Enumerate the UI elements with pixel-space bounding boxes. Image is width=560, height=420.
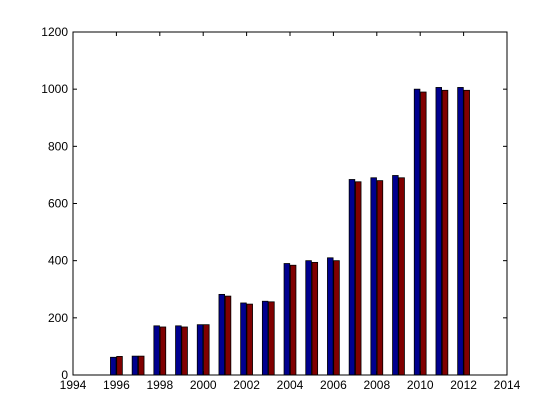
bar-red-2002: [246, 303, 253, 376]
bar-red-2008: [376, 180, 384, 376]
bar-blue-2000: [196, 324, 204, 376]
bar-red-2005: [311, 261, 319, 376]
y-tick-label: 1200: [41, 25, 68, 39]
y-tick-label: 400: [48, 254, 68, 268]
x-tick-labels: 1994 1996 1998 2000 2002 2004 2006 2008 2010 2012…: [60, 378, 521, 392]
bar-red-2004: [289, 264, 297, 376]
y-tick-label: 1000: [41, 82, 68, 96]
bar-blue-2008: [370, 177, 377, 376]
bar-blue-2010: [413, 88, 421, 376]
bar-blue-1996: [110, 356, 117, 376]
bar-blue-2009: [392, 175, 399, 376]
bar-blue-2011: [435, 87, 442, 376]
bar-blue-1999: [175, 325, 182, 376]
y-tick-label: 200: [48, 311, 68, 325]
bar-red-2003: [268, 301, 275, 376]
x-tick-label: 2004: [277, 378, 304, 392]
bar-red-1998: [159, 326, 167, 376]
bar-red-1996: [116, 356, 123, 376]
bar-red-2000: [203, 324, 210, 376]
axes-box: [72, 31, 508, 376]
bar-blue-2001: [218, 293, 226, 376]
bar-red-2006: [333, 260, 340, 376]
y-tick-label: 600: [48, 197, 68, 211]
bar-red-2001: [224, 295, 232, 376]
bar-red-2011: [441, 89, 449, 376]
x-tick-label: 1998: [146, 378, 173, 392]
bar-red-2012: [463, 89, 470, 376]
bar-blue-1997: [131, 355, 139, 376]
x-tick-label: 2006: [320, 378, 347, 392]
bar-blue-2006: [327, 257, 334, 376]
y-tick-labels: 0 200 400 600 800 1000 1200: [41, 25, 68, 382]
x-tick-label: 2000: [190, 378, 217, 392]
bar-red-2010: [420, 91, 427, 376]
bar-red-2009: [398, 177, 405, 376]
bar-blue-2003: [261, 300, 269, 376]
bar-red-2007: [354, 181, 362, 376]
y-tick-label: 800: [48, 139, 68, 153]
bar-blue-2012: [457, 87, 464, 376]
bar-red-1997: [137, 355, 145, 376]
x-tick-label: 2014: [494, 378, 521, 392]
bar-blue-2004: [283, 263, 291, 376]
x-tick-label: 2012: [450, 378, 477, 392]
bar-blue-2005: [305, 260, 312, 376]
x-tick-label: 1996: [103, 378, 130, 392]
x-tick-label: 1994: [60, 378, 87, 392]
bar-red-1999: [181, 326, 188, 376]
y-tick-label: 0: [61, 368, 68, 382]
bar-blue-2007: [348, 179, 356, 376]
x-tick-label: 2008: [363, 378, 390, 392]
bar-blue-2002: [240, 302, 247, 376]
bar-blue-1998: [153, 325, 160, 376]
x-tick-label: 2010: [407, 378, 434, 392]
x-tick-label: 2002: [233, 378, 260, 392]
